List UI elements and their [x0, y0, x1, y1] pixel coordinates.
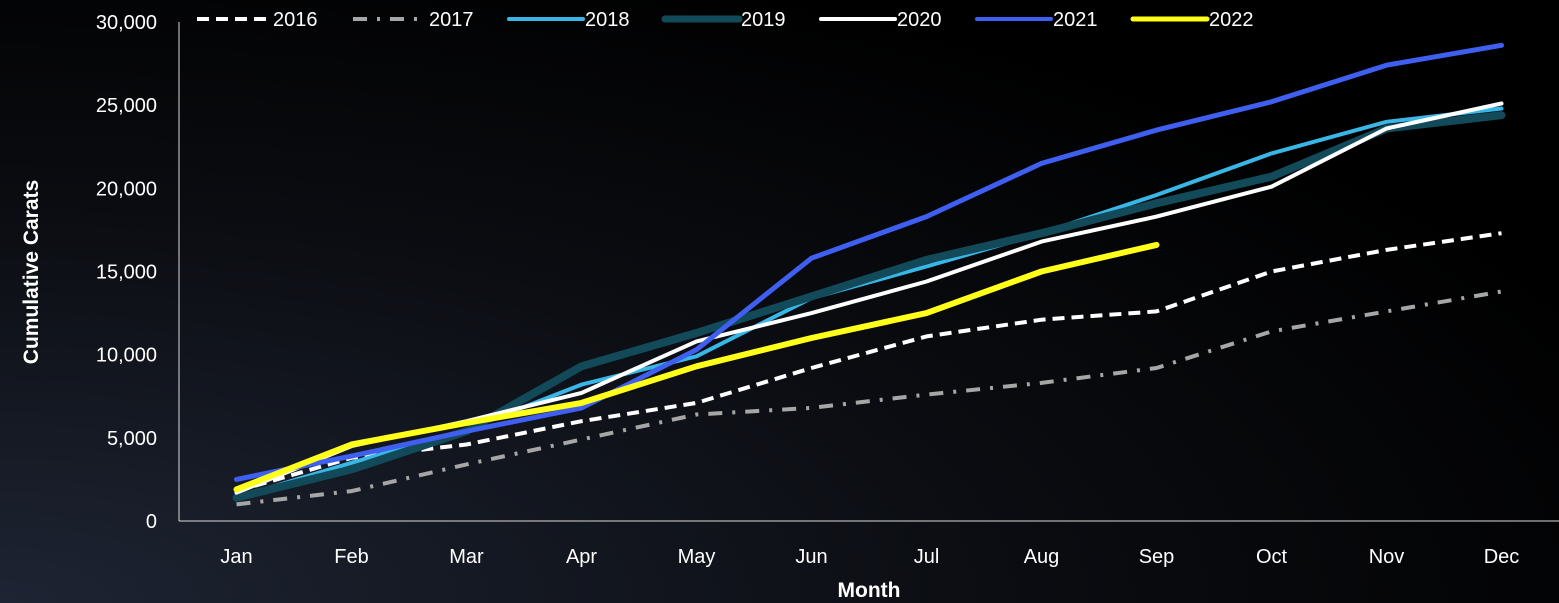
series-line-2022 — [233, 241, 1160, 493]
x-tick-labels: Jan Feb Mar Apr May Jun Jul Aug Sep Oct Nov Dec — [220, 546, 1519, 568]
y-tick-label: 25,000 — [96, 95, 157, 117]
y-tick-label: 0 — [146, 511, 157, 533]
legend-label-2019: 2019 — [741, 9, 786, 31]
legend: 2016 2017 2018 2019 2020 2021 2022 — [197, 9, 1254, 31]
legend-label-2020: 2020 — [897, 9, 942, 31]
y-tick-label: 5,000 — [107, 428, 157, 450]
y-axis-title: Cumulative Carats — [20, 180, 43, 364]
chart-axes — [178, 22, 1559, 522]
series-line-2021 — [234, 42, 1504, 482]
x-tick-label: Oct — [1256, 546, 1288, 568]
legend-label-2017: 2017 — [429, 9, 474, 31]
x-tick-label: Mar — [449, 546, 484, 568]
x-tick-label: Jan — [220, 546, 252, 568]
legend-label-2016: 2016 — [273, 9, 318, 31]
legend-label-2018: 2018 — [585, 9, 630, 31]
x-tick-label: May — [678, 546, 716, 568]
x-tick-label: Sep — [1139, 546, 1175, 568]
x-tick-label: Aug — [1024, 546, 1060, 568]
y-tick-labels: 0 5,000 10,000 15,000 20,000 25,000 30,000 — [96, 12, 157, 533]
series-line-2017 — [236, 289, 1502, 507]
legend-label-2021: 2021 — [1053, 9, 1098, 31]
x-tick-label: Feb — [334, 546, 368, 568]
y-tick-label: 20,000 — [96, 178, 157, 200]
y-tick-label: 10,000 — [96, 345, 157, 367]
legend-label-2022: 2022 — [1209, 9, 1254, 31]
x-tick-label: Nov — [1369, 546, 1405, 568]
x-axis-title: Month — [838, 579, 901, 602]
x-tick-label: Jun — [795, 546, 827, 568]
series-line-2016 — [235, 231, 1502, 494]
x-tick-label: Jul — [914, 546, 940, 568]
series-lines — [232, 42, 1506, 507]
y-tick-label: 30,000 — [96, 12, 157, 34]
y-tick-label: 15,000 — [96, 262, 157, 284]
x-tick-label: Dec — [1484, 546, 1520, 568]
x-tick-label: Apr — [566, 546, 597, 568]
